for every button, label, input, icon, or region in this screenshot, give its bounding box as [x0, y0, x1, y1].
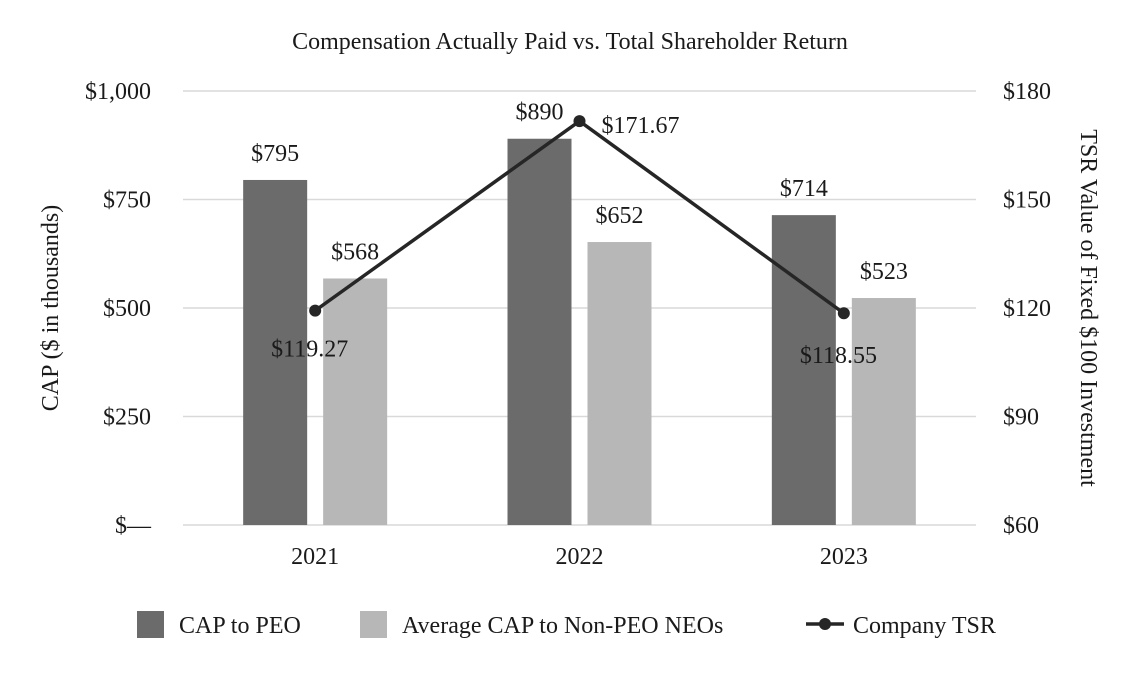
bar-cap-to-peo: [771, 215, 836, 525]
data-labels: $795 $890 $714 $568 $652 $523 $119.27 $171.67 $1…: [251, 100, 908, 370]
bar-value-label: $652: [596, 203, 644, 229]
bar-cap-to-peo: [507, 138, 572, 526]
legend-label: CAP to PEO: [179, 613, 301, 639]
bar-value-label: $890: [516, 100, 564, 126]
x-tick-label: 2022: [556, 544, 604, 570]
tsr-point: [837, 307, 850, 320]
y-tick-label: $1,000: [85, 79, 151, 105]
legend-item: Company TSR: [806, 613, 996, 639]
y-axis-title: CAP ($ in thousands): [38, 205, 64, 411]
bar-value-label: $568: [331, 239, 379, 265]
tsr-point: [573, 115, 586, 128]
y-tick-label: $250: [103, 405, 151, 431]
tsr-value-label: $171.67: [602, 113, 680, 139]
legend-swatch: [137, 611, 164, 638]
tsr-value-label: $119.27: [271, 337, 348, 363]
bar-value-label: $714: [780, 176, 828, 202]
tsr-value-label: $118.55: [800, 343, 877, 369]
x-tick-label: 2023: [820, 544, 868, 570]
y2-tick-label: $150: [1003, 188, 1051, 214]
x-tick-label: 2021: [291, 544, 339, 570]
chart-title: Compensation Actually Paid vs. Total Sha…: [292, 29, 848, 55]
y2-tick-label: $180: [1003, 79, 1051, 105]
tsr-point: [309, 304, 322, 317]
bar-average-cap-to-non-peo-neos: [851, 298, 916, 525]
legend-item: Average CAP to Non-PEO NEOs: [360, 611, 723, 639]
tsr-line: [309, 115, 850, 320]
legend-marker: [819, 618, 831, 630]
bar-cap-to-peo: [243, 179, 308, 525]
legend-swatch: [360, 611, 387, 638]
y2-tick-label: $120: [1003, 296, 1051, 322]
y-tick-label: $500: [103, 296, 151, 322]
legend: CAP to PEO Average CAP to Non-PEO NEOs Com…: [137, 611, 996, 639]
legend-item: CAP to PEO: [137, 611, 301, 639]
y2-tick-label: $60: [1003, 513, 1039, 539]
bar-average-cap-to-non-peo-neos: [587, 242, 652, 526]
legend-label: Company TSR: [853, 613, 996, 639]
y2-tick-label: $90: [1003, 405, 1039, 431]
axes: $— $250 $500 $750 $1,000 $60 $90 $120 $150 $180 20…: [85, 79, 1051, 570]
bar-value-label: $523: [860, 259, 908, 285]
bar-average-cap-to-non-peo-neos: [323, 278, 388, 525]
y2-axis-title: TSR Value of Fixed $100 Investment: [1075, 129, 1101, 487]
legend-label: Average CAP to Non-PEO NEOs: [402, 613, 723, 639]
bar-value-label: $795: [251, 141, 299, 167]
y-tick-label: $—: [115, 513, 152, 539]
y-tick-label: $750: [103, 188, 151, 214]
tsr-line-path: [314, 119, 845, 315]
